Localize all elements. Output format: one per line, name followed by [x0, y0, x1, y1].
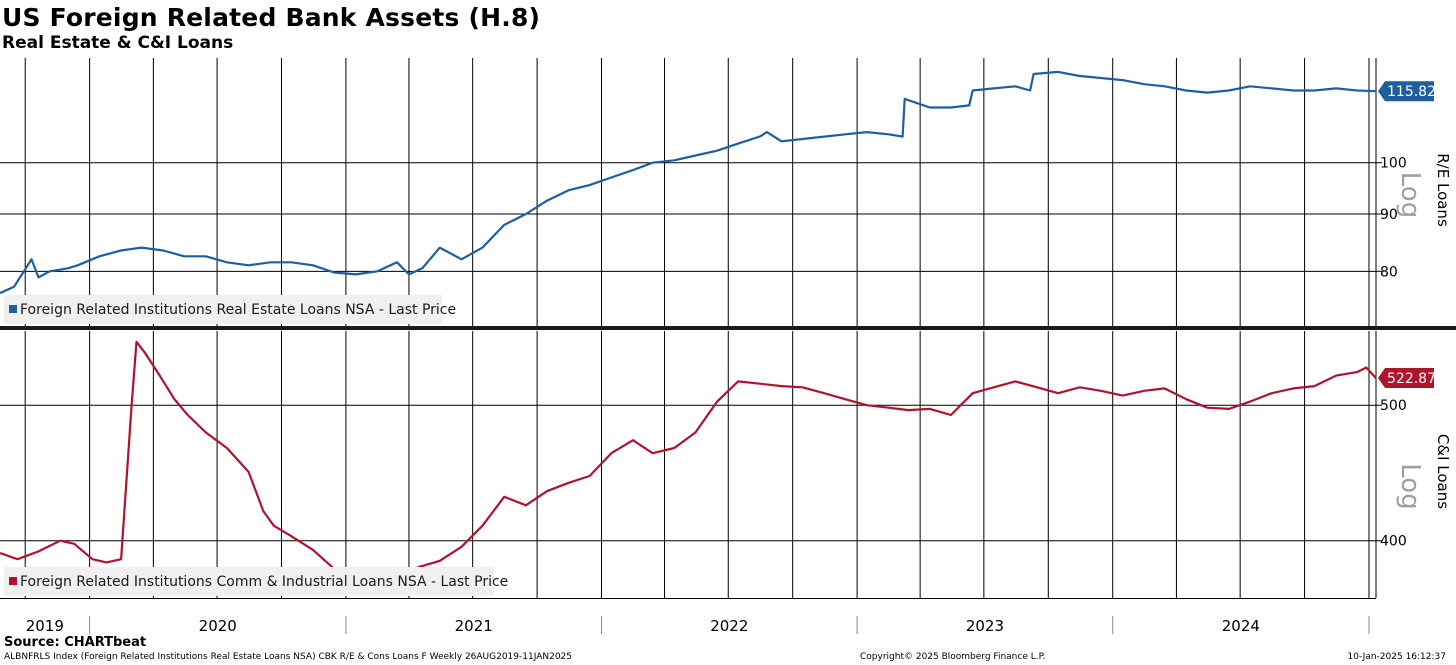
chart-title: US Foreign Related Bank Assets (H.8): [2, 3, 541, 32]
last-price-badge: [1378, 81, 1434, 102]
footer-copyright: Copyright© 2025 Bloomberg Finance L.P.: [860, 652, 1046, 662]
legend-label: Foreign Related Institutions Real Estate…: [20, 302, 456, 318]
legend: Foreign Related Institutions Comm & Indu…: [4, 567, 508, 596]
y-axis-title: C&I Loans: [1434, 434, 1452, 509]
x-axis-year-label: 2022: [710, 617, 748, 635]
last-price-badge: [1378, 368, 1434, 389]
legend: Foreign Related Institutions Real Estate…: [4, 295, 456, 324]
panel-divider: [0, 326, 1456, 330]
y-tick-label: 500: [1380, 398, 1407, 414]
y-axis-title: R/E Loans: [1434, 153, 1452, 227]
legend-label: Foreign Related Institutions Comm & Indu…: [20, 574, 508, 590]
chart-subtitle: Real Estate & C&I Loans: [2, 33, 234, 53]
y-tick-label: 80: [1380, 264, 1398, 280]
legend-background: [4, 567, 494, 596]
x-axis-year-label: 2023: [966, 617, 1004, 635]
series-line-re-loans: [0, 70, 1377, 295]
last-price-tag: 115.82: [1378, 81, 1436, 102]
x-axis-line: [0, 598, 1376, 599]
last-price-value: 522.87: [1387, 371, 1436, 387]
footer-left: ALBNFRLS Index (Foreign Related Institut…: [4, 652, 573, 662]
legend-background: [4, 295, 442, 324]
last-price-value: 115.82: [1387, 84, 1436, 100]
x-axis-year-label: 2021: [455, 617, 493, 635]
x-axis-year-label: 2024: [1222, 617, 1260, 635]
log-scale-label: Log: [1395, 172, 1425, 218]
y-tick-label: 90: [1380, 207, 1398, 223]
x-axis-year-label: 2019: [26, 617, 64, 635]
legend-swatch: [9, 305, 17, 313]
y-tick-label: 400: [1380, 534, 1407, 550]
log-scale-label: Log: [1395, 463, 1425, 509]
series-line-ci-loans: [0, 340, 1377, 583]
footer-timestamp: 10-Jan-2025 16:12:37: [1347, 652, 1446, 662]
x-axis-year-label: 2020: [199, 617, 237, 635]
legend-swatch: [9, 577, 17, 585]
last-price-tag: 522.87: [1378, 368, 1436, 389]
y-tick-label: 100: [1380, 156, 1407, 172]
source-label: Source: CHARTbeat: [4, 635, 147, 650]
